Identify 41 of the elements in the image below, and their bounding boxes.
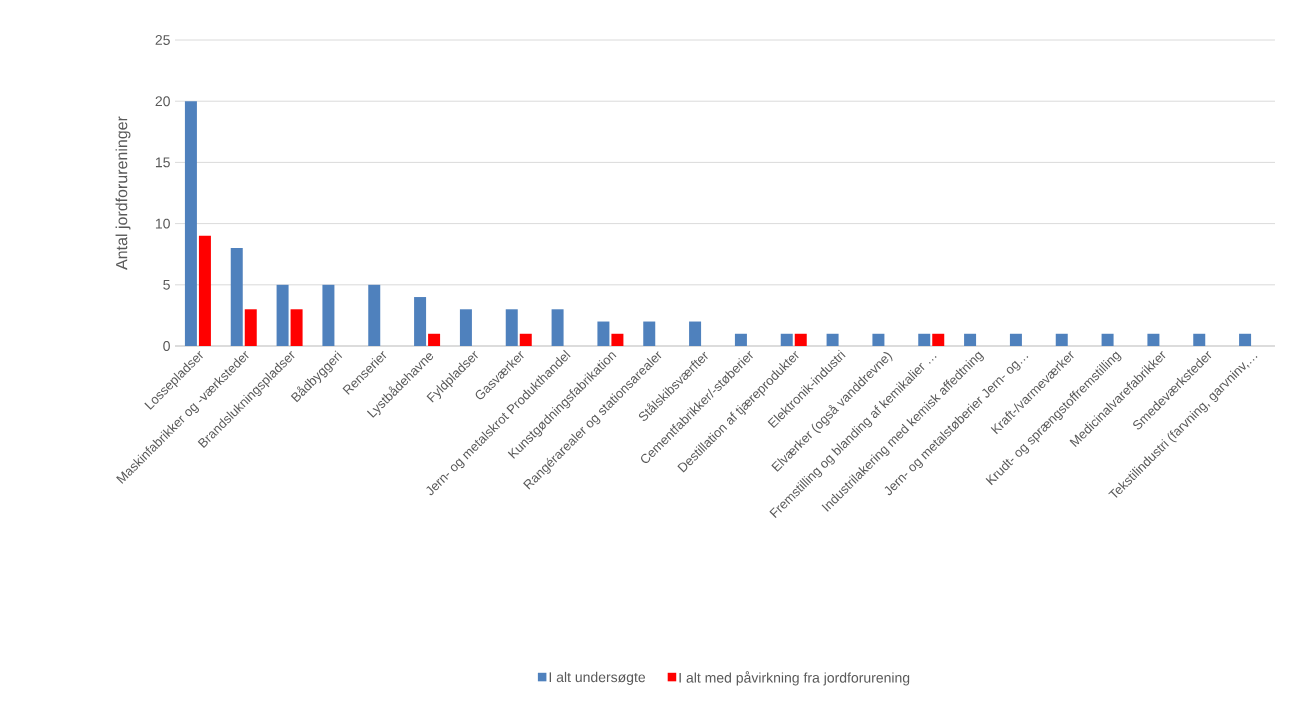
bar [932, 333, 945, 347]
bar [689, 321, 702, 347]
bar [872, 333, 885, 347]
bar [414, 297, 427, 347]
legend-label: I alt undersøgte [549, 671, 646, 685]
bar [1009, 333, 1022, 347]
bar [459, 309, 472, 347]
bar [322, 284, 335, 347]
bar [198, 235, 211, 347]
bar [244, 309, 257, 347]
legend-label: I alt med påvirkning fra jordforurening [679, 671, 910, 686]
bar [276, 284, 289, 347]
bar [643, 321, 656, 347]
bar [611, 333, 624, 347]
y-tick-label: 5 [163, 279, 170, 290]
bar [1101, 333, 1114, 347]
y-tick-label: 15 [155, 157, 170, 168]
bar [551, 309, 564, 347]
bar [780, 333, 793, 347]
y-tick-label: 20 [155, 96, 170, 107]
bar [290, 309, 303, 347]
bar [368, 284, 381, 347]
bar [1193, 333, 1206, 347]
bar [734, 333, 747, 347]
bar [1239, 333, 1252, 347]
bar [918, 333, 931, 347]
y-tick-label: 0 [163, 341, 170, 351]
bar [964, 333, 977, 347]
bar [1055, 333, 1068, 347]
bar [505, 309, 518, 347]
y-axis-title: Antal jordforureninger [115, 116, 131, 270]
bar [1147, 333, 1160, 347]
bar [826, 333, 839, 347]
bar [794, 333, 807, 347]
y-tick-label: 10 [155, 218, 170, 229]
bar [519, 333, 532, 347]
bar [597, 321, 610, 347]
y-tick-label: 25 [155, 35, 170, 45]
bar [184, 101, 197, 347]
bar [428, 333, 441, 347]
bar [230, 248, 243, 347]
